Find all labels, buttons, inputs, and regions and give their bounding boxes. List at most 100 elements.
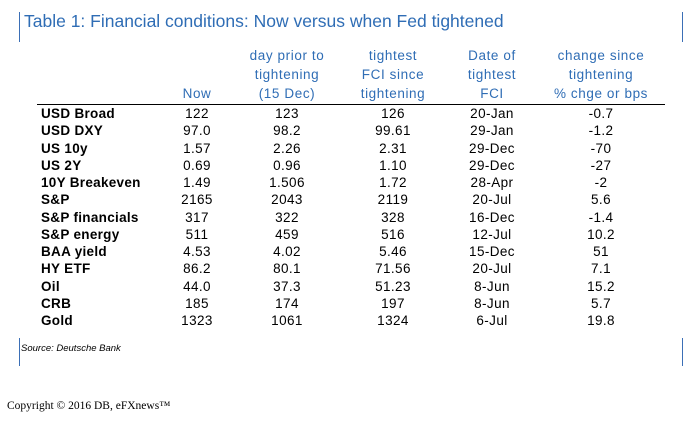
cell-change: 7.1 — [591, 261, 611, 277]
header-tightest: tightest FCI since tightening — [346, 46, 440, 103]
header-prior-line-2: tightening — [254, 67, 320, 82]
header-date-line-3: FCI — [480, 86, 504, 101]
row-label: S&P — [41, 192, 70, 208]
row-label: Gold — [41, 313, 73, 328]
header-change: change since tightening % chge or bps — [540, 46, 662, 103]
header-now-line-1: ​ — [170, 46, 224, 65]
table-row: USD DXY 97.0 98.2 99.61 29-Jan -1.2 — [0, 122, 695, 139]
cell-tightest: 1.72 — [379, 175, 407, 190]
cell-change: -0.7 — [588, 106, 614, 121]
cell-prior: 98.2 — [273, 123, 301, 139]
cell-tightest: 126 — [381, 106, 405, 121]
table-row: S&P 2165 2043 2119 20-Jul 5.6 — [0, 191, 695, 208]
cell-change: 51 — [593, 244, 609, 259]
cell-prior: 2.26 — [273, 140, 301, 156]
cell-now: 122 — [185, 106, 209, 121]
cell-prior: 322 — [275, 209, 299, 225]
table-row: 10Y Breakeven 1.49 1.506 1.72 28-Apr -2 — [0, 174, 695, 191]
cell-tightest: 328 — [381, 209, 405, 225]
cell-date: 20-Jul — [472, 192, 512, 208]
cell-date: 12-Jul — [472, 226, 512, 242]
cell-now: 0.69 — [183, 157, 211, 173]
cell-prior: 459 — [275, 226, 299, 242]
table-body: USD Broad 122 123 126 20-Jan -0.7 USD DXY 97.0 9… — [0, 105, 695, 329]
cell-tightest: 2.31 — [379, 140, 407, 156]
table-row: US 10y 1.57 2.26 2.31 29-Dec -70 — [0, 140, 695, 157]
cell-change: -27 — [590, 157, 612, 173]
table-row: CRB 185 174 197 8-Jun 5.7 — [0, 295, 695, 312]
cell-now: 185 — [185, 295, 209, 311]
frame-corner — [682, 12, 683, 42]
header-tightest-line-3: tightening — [360, 86, 426, 101]
table-row: Oil 44.0 37.3 51.23 8-Jun 15.2 — [0, 278, 695, 295]
row-label: US 10y — [41, 140, 88, 156]
cell-now: 97.0 — [183, 123, 211, 139]
cell-date: 29-Dec — [469, 140, 515, 156]
row-label: BAA yield — [41, 244, 107, 259]
header-rule — [37, 104, 665, 105]
cell-tightest: 99.61 — [375, 123, 411, 139]
header-prior: day prior to tightening (15 Dec) — [237, 46, 337, 103]
cell-tightest: 2119 — [377, 192, 409, 208]
header-date-line-2: tightest — [467, 67, 517, 82]
cell-date: 16-Dec — [469, 209, 515, 225]
header-change-line-1: change since — [557, 48, 645, 63]
cell-now: 86.2 — [183, 261, 211, 277]
cell-tightest: 51.23 — [375, 278, 411, 294]
header-change-line-2: tightening — [568, 67, 634, 82]
cell-prior: 174 — [275, 295, 299, 311]
header-prior-line-1: day prior to — [249, 48, 325, 63]
cell-date: 28-Apr — [470, 175, 514, 190]
table-header: ​ ​ Now day prior to tightening (15 Dec)… — [0, 46, 695, 104]
table-title: Table 1: Financial conditions: Now versu… — [24, 11, 504, 31]
cell-now: 1.57 — [183, 140, 211, 156]
cell-change: -70 — [590, 140, 612, 156]
cell-date: 8-Jun — [474, 295, 510, 311]
cell-date: 6-Jul — [476, 313, 508, 328]
copyright-text: Copyright © 2016 DB, eFXnews™ — [7, 400, 171, 412]
source-note: Source: Deutsche Bank — [21, 343, 121, 354]
header-prior-line-3: (15 Dec) — [258, 86, 316, 101]
table-row: Gold 1323 1061 1324 6-Jul 19.8 — [0, 312, 695, 329]
cell-change: 15.2 — [587, 278, 615, 294]
cell-change: -2 — [594, 175, 608, 190]
cell-prior: 4.02 — [273, 244, 301, 259]
table-row: USD Broad 122 123 126 20-Jan -0.7 — [0, 105, 695, 122]
cell-date: 29-Jan — [470, 123, 514, 139]
row-label: USD DXY — [41, 123, 104, 139]
table-row: US 2Y 0.69 0.96 1.10 29-Dec -27 — [0, 157, 695, 174]
cell-prior: 37.3 — [273, 278, 301, 294]
row-label: S&P energy — [41, 226, 120, 242]
table-row: S&P energy 511 459 516 12-Jul 10.2 — [0, 226, 695, 243]
row-label: HY ETF — [41, 261, 91, 277]
cell-date: 29-Dec — [469, 157, 515, 173]
cell-tightest: 5.46 — [379, 244, 407, 259]
cell-tightest: 1324 — [377, 313, 409, 328]
cell-prior: 123 — [275, 106, 299, 121]
cell-tightest: 1.10 — [379, 157, 407, 173]
cell-change: 5.7 — [591, 295, 611, 311]
cell-now: 511 — [185, 226, 209, 242]
row-label: US 2Y — [41, 157, 82, 173]
header-change-line-3: % chge or bps — [553, 86, 649, 101]
cell-prior: 2043 — [271, 192, 303, 208]
cell-change: -1.2 — [588, 123, 614, 139]
frame-gap-right — [682, 42, 683, 338]
cell-now: 2165 — [181, 192, 213, 208]
header-date: Date of tightest FCI — [450, 46, 534, 103]
row-label: USD Broad — [41, 106, 115, 121]
cell-now: 44.0 — [183, 278, 211, 294]
cell-tightest: 71.56 — [375, 261, 411, 277]
header-tightest-line-1: tightest — [368, 48, 418, 63]
row-label: CRB — [41, 295, 72, 311]
cell-date: 20-Jan — [470, 106, 514, 121]
cell-now: 317 — [185, 209, 209, 225]
table-row: BAA yield 4.53 4.02 5.46 15-Dec 51 — [0, 243, 695, 260]
cell-prior: 0.96 — [273, 157, 301, 173]
cell-now: 4.53 — [183, 244, 211, 259]
cell-tightest: 197 — [381, 295, 405, 311]
header-now: ​ ​ Now — [170, 46, 224, 103]
table-frame — [19, 12, 683, 366]
cell-change: 19.8 — [587, 313, 615, 328]
cell-change: 10.2 — [587, 226, 615, 242]
